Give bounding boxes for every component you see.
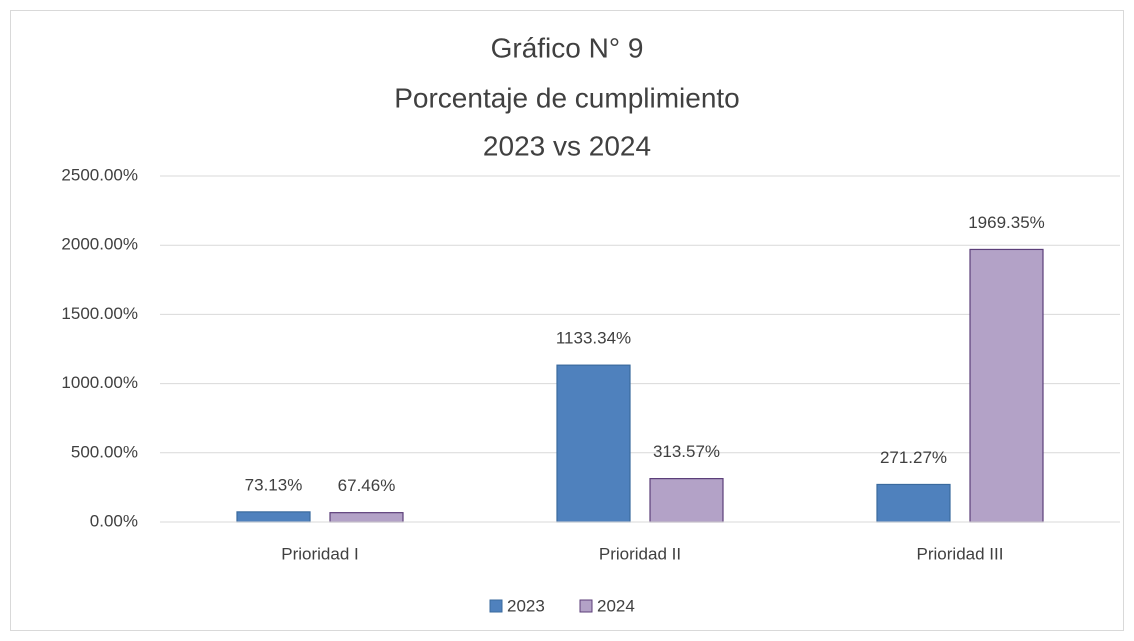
x-tick-label: Prioridad I bbox=[281, 544, 358, 563]
x-tick-label: Prioridad II bbox=[599, 544, 681, 563]
y-tick-label: 1000.00% bbox=[61, 373, 138, 392]
chart-frame bbox=[10, 10, 1124, 631]
x-tick-label: Prioridad III bbox=[917, 544, 1004, 563]
bar bbox=[236, 511, 311, 523]
value-label: 73.13% bbox=[245, 475, 303, 494]
y-tick-label: 1500.00% bbox=[61, 304, 138, 323]
legend-label: 2024 bbox=[597, 596, 635, 615]
bar bbox=[556, 364, 631, 523]
chart-title: Gráfico N° 9 bbox=[491, 32, 644, 63]
value-label: 67.46% bbox=[338, 476, 396, 495]
y-tick-label: 2000.00% bbox=[61, 235, 138, 254]
y-tick-label: 500.00% bbox=[71, 442, 138, 461]
value-label: 313.57% bbox=[653, 442, 720, 461]
legend-swatch bbox=[489, 599, 503, 613]
bar bbox=[649, 478, 724, 523]
chart-title: 2023 vs 2024 bbox=[483, 130, 651, 161]
value-label: 271.27% bbox=[880, 448, 947, 467]
y-tick-label: 2500.00% bbox=[61, 165, 138, 184]
bar bbox=[969, 248, 1044, 523]
bar bbox=[329, 512, 404, 523]
chart-title: Porcentaje de cumplimiento bbox=[394, 82, 740, 113]
legend-label: 2023 bbox=[507, 596, 545, 615]
value-label: 1133.34% bbox=[556, 329, 631, 348]
y-tick-label: 0.00% bbox=[90, 511, 138, 530]
bar bbox=[876, 483, 951, 523]
value-label: 1969.35% bbox=[968, 213, 1045, 232]
legend-swatch bbox=[579, 599, 593, 613]
